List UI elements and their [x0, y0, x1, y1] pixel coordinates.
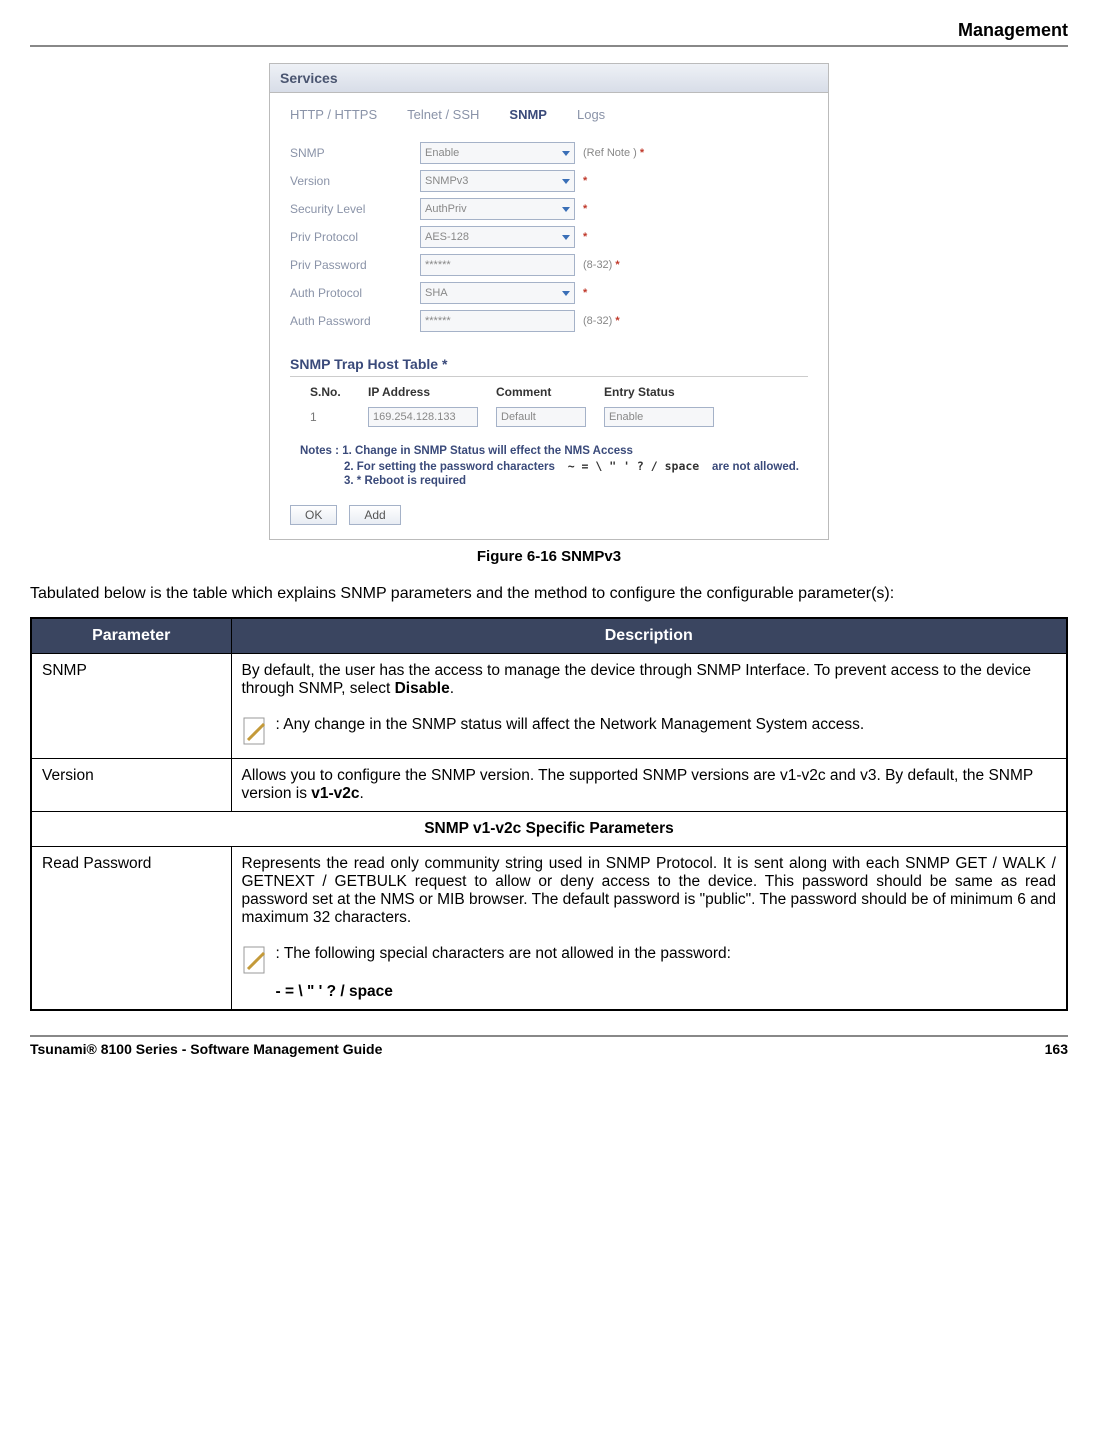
select-auth-protocol[interactable]: SHA	[420, 282, 575, 304]
hint-priv-protocol: *	[583, 231, 587, 243]
label-priv-protocol: Priv Protocol	[290, 230, 420, 244]
row-version: Version SNMPv3 *	[290, 170, 808, 192]
th-parameter: Parameter	[31, 618, 231, 654]
note-block: : The following special characters are n…	[242, 945, 1057, 979]
special-chars: - = \ " ' ? / space	[276, 983, 1057, 1001]
chevron-down-icon	[562, 291, 570, 296]
tab-logs[interactable]: Logs	[577, 107, 605, 122]
parameter-table: Parameter Description SNMP By default, t…	[30, 617, 1068, 1011]
note-line-3: 3. * Reboot is required	[300, 475, 808, 487]
desc-snmp: By default, the user has the access to m…	[231, 654, 1067, 759]
th-description: Description	[231, 618, 1067, 654]
intro-text: Tabulated below is the table which expla…	[30, 585, 1068, 603]
label-auth-protocol: Auth Protocol	[290, 286, 420, 300]
trap-head-row: S.No. IP Address Comment Entry Status	[310, 381, 788, 403]
label-priv-password: Priv Password	[290, 258, 420, 272]
row-auth-password: Auth Password ****** (8-32) *	[290, 310, 808, 332]
chevron-down-icon	[562, 179, 570, 184]
input-auth-password-value: ******	[425, 315, 451, 327]
trap-status-select[interactable]: Enable	[604, 407, 714, 427]
label-version: Version	[290, 174, 420, 188]
footer-page-number: 163	[1045, 1041, 1068, 1057]
chevron-down-icon	[562, 235, 570, 240]
button-row: OK Add	[270, 499, 828, 539]
select-priv-protocol[interactable]: AES-128	[420, 226, 575, 248]
select-auth-protocol-value: SHA	[425, 287, 448, 299]
row-priv-password: Priv Password ****** (8-32) *	[290, 254, 808, 276]
table-row: SNMP v1-v2c Specific Parameters	[31, 812, 1067, 847]
input-priv-password[interactable]: ******	[420, 254, 575, 276]
select-security-level-value: AuthPriv	[425, 203, 467, 215]
hint-security-level: *	[583, 203, 587, 215]
row-snmp: SNMP Enable (Ref Note ) *	[290, 142, 808, 164]
desc-version: Allows you to configure the SNMP version…	[231, 759, 1067, 812]
footer-left: Tsunami® 8100 Series - Software Manageme…	[30, 1041, 382, 1057]
panel-notes: Notes : 1. Change in SNMP Status will ef…	[270, 439, 828, 499]
note-icon	[242, 945, 270, 979]
note-line-1: Notes : 1. Change in SNMP Status will ef…	[300, 445, 808, 457]
param-version: Version	[31, 759, 231, 812]
col-sno: S.No.	[310, 385, 350, 399]
trap-host-table: S.No. IP Address Comment Entry Status 1 …	[290, 376, 808, 439]
select-version-value: SNMPv3	[425, 175, 468, 187]
trap-host-heading: SNMP Trap Host Table *	[270, 348, 828, 376]
chevron-down-icon	[562, 207, 570, 212]
label-snmp: SNMP	[290, 146, 420, 160]
table-row: SNMP By default, the user has the access…	[31, 654, 1067, 759]
col-ip: IP Address	[368, 385, 478, 399]
services-panel: Services HTTP / HTTPS Telnet / SSH SNMP …	[269, 63, 829, 540]
col-comment: Comment	[496, 385, 586, 399]
hint-auth-protocol: *	[583, 287, 587, 299]
chevron-down-icon	[562, 151, 570, 156]
table-row: Read Password Represents the read only c…	[31, 847, 1067, 1011]
tab-http-https[interactable]: HTTP / HTTPS	[290, 107, 377, 122]
row-auth-protocol: Auth Protocol SHA *	[290, 282, 808, 304]
select-security-level[interactable]: AuthPriv	[420, 198, 575, 220]
tab-snmp[interactable]: SNMP	[509, 107, 547, 122]
col-status: Entry Status	[604, 385, 714, 399]
param-snmp: SNMP	[31, 654, 231, 759]
header-rule	[30, 45, 1068, 47]
input-auth-password[interactable]: ******	[420, 310, 575, 332]
footer-rule	[30, 1035, 1068, 1037]
param-read-password: Read Password	[31, 847, 231, 1011]
hint-version: *	[583, 175, 587, 187]
input-priv-password-value: ******	[425, 259, 451, 271]
desc-read-password: Represents the read only community strin…	[231, 847, 1067, 1011]
row-priv-protocol: Priv Protocol AES-128 *	[290, 226, 808, 248]
section-header-v1v2c: SNMP v1-v2c Specific Parameters	[31, 812, 1067, 847]
label-security-level: Security Level	[290, 202, 420, 216]
trap-sno: 1	[310, 410, 350, 424]
select-priv-protocol-value: AES-128	[425, 231, 469, 243]
page-footer: Tsunami® 8100 Series - Software Manageme…	[30, 1041, 1068, 1057]
hint-priv-password: (8-32) *	[583, 259, 620, 271]
label-auth-password: Auth Password	[290, 314, 420, 328]
select-snmp-value: Enable	[425, 147, 459, 159]
add-button[interactable]: Add	[349, 505, 400, 525]
tab-telnet-ssh[interactable]: Telnet / SSH	[407, 107, 479, 122]
trap-row: 1 169.254.128.133 Default Enable	[310, 403, 788, 431]
page-section-title: Management	[30, 20, 1068, 41]
panel-title: Services	[270, 64, 828, 93]
select-snmp[interactable]: Enable	[420, 142, 575, 164]
table-row: Version Allows you to configure the SNMP…	[31, 759, 1067, 812]
note-line-2: 2. For setting the password characters ~…	[300, 459, 808, 473]
note-block: : Any change in the SNMP status will aff…	[242, 716, 1057, 750]
row-security-level: Security Level AuthPriv *	[290, 198, 808, 220]
trap-comment-input[interactable]: Default	[496, 407, 586, 427]
ok-button[interactable]: OK	[290, 505, 337, 525]
hint-snmp: (Ref Note ) *	[583, 147, 644, 159]
figure-caption: Figure 6-16 SNMPv3	[30, 548, 1068, 565]
select-version[interactable]: SNMPv3	[420, 170, 575, 192]
form-area: SNMP Enable (Ref Note ) * Version SNMPv3…	[270, 122, 828, 348]
tabs-bar: HTTP / HTTPS Telnet / SSH SNMP Logs	[270, 93, 828, 122]
trap-ip-input[interactable]: 169.254.128.133	[368, 407, 478, 427]
hint-auth-password: (8-32) *	[583, 315, 620, 327]
note-icon	[242, 716, 270, 750]
